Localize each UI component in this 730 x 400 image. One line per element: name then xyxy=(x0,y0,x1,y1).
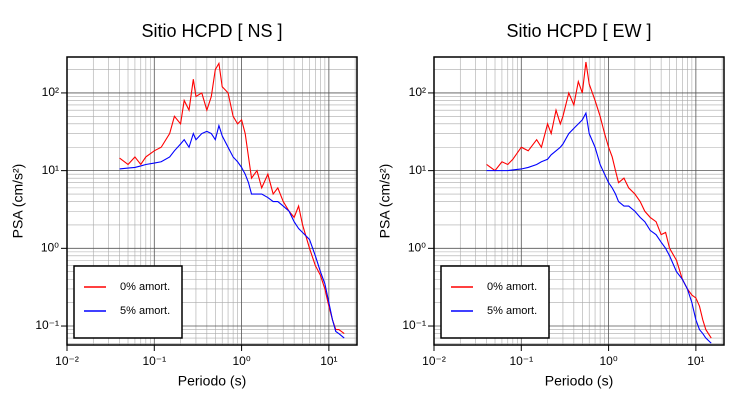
y-tick-label: 10⁻¹ xyxy=(35,318,59,332)
series-line xyxy=(486,111,712,344)
legend-box xyxy=(440,265,550,339)
x-tick-label: 10⁻² xyxy=(422,354,446,368)
y-axis-label: PSA (cm/s²) xyxy=(377,164,393,239)
y-tick-label: 10¹ xyxy=(42,163,59,177)
y-tick-label: 10⁰ xyxy=(408,241,426,255)
x-tick-label: 10⁻² xyxy=(55,354,79,368)
x-tick-label: 10¹ xyxy=(687,354,704,368)
chart-title: Sitio HCPD [ EW ] xyxy=(506,21,651,41)
legend-label: 5% amort. xyxy=(120,305,170,317)
y-tick-label: 10² xyxy=(42,85,59,99)
y-tick-label: 10⁻¹ xyxy=(402,318,426,332)
x-axis-label: Periodo (s) xyxy=(178,373,246,389)
y-axis-label: PSA (cm/s²) xyxy=(10,164,26,239)
series-line xyxy=(486,61,712,339)
x-tick-label: 10⁰ xyxy=(599,354,617,368)
series-line xyxy=(119,61,345,335)
plot-frame xyxy=(433,56,725,346)
y-tick-label: 10¹ xyxy=(409,163,426,177)
x-axis-label: Periodo (s) xyxy=(545,373,613,389)
series-line xyxy=(119,123,345,339)
chart-title: Sitio HCPD [ NS ] xyxy=(141,21,282,41)
legend-label: 0% amort. xyxy=(120,281,170,293)
x-tick-label: 10⁰ xyxy=(232,354,250,368)
x-tick-label: 10⁻¹ xyxy=(509,354,533,368)
legend-label: 0% amort. xyxy=(487,281,537,293)
legend-box xyxy=(73,265,183,339)
x-tick-label: 10⁻¹ xyxy=(142,354,166,368)
plot-frame xyxy=(66,56,358,346)
y-tick-label: 10⁰ xyxy=(41,241,59,255)
legend-label: 5% amort. xyxy=(487,305,537,317)
x-tick-label: 10¹ xyxy=(320,354,337,368)
y-tick-label: 10² xyxy=(409,85,426,99)
